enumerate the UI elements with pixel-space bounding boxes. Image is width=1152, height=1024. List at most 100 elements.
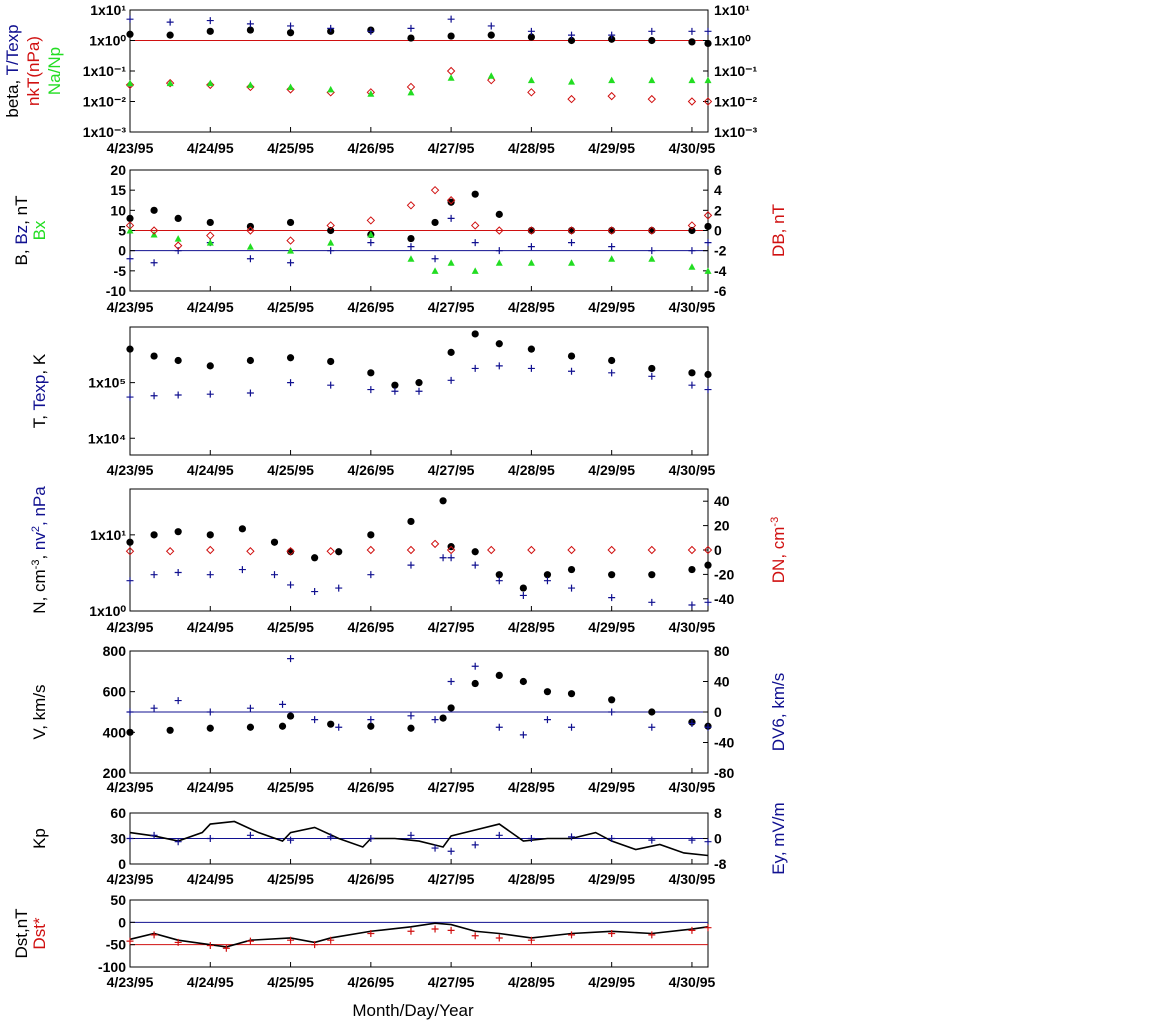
data-point: [415, 379, 423, 387]
data-point: [407, 831, 415, 839]
data-point: [246, 547, 255, 556]
data-point: [407, 517, 415, 526]
data-point: [407, 243, 415, 251]
series-t-texp: [126, 15, 712, 39]
y2-tick-label: -2: [714, 243, 727, 259]
y-tick-label: 600: [103, 684, 127, 700]
data-point: [246, 831, 254, 839]
data-point: [704, 27, 712, 35]
data-point: [327, 226, 335, 235]
y-tick-label: 1x10¹: [90, 2, 126, 18]
data-point: [367, 722, 375, 730]
x-tick-label: 4/28/95: [508, 619, 555, 635]
axis-label-part: ,: [30, 550, 49, 559]
y-tick-label: 400: [103, 724, 127, 740]
data-point: [495, 723, 503, 731]
data-point: [688, 381, 696, 389]
axis-label-part: B,: [12, 245, 31, 266]
data-point: [238, 525, 246, 533]
data-point: [704, 838, 712, 846]
x-tick-label: 4/27/95: [428, 779, 475, 795]
data-point: [446, 196, 456, 205]
data-point: [568, 239, 576, 247]
data-point: [407, 724, 415, 732]
x-tick-label: 4/25/95: [267, 140, 314, 156]
axis-label-part: , nPa: [30, 486, 49, 526]
data-point: [439, 554, 447, 562]
y2-tick-label: 40: [714, 493, 730, 509]
data-point: [543, 716, 551, 724]
series-v: [126, 671, 712, 736]
data-point: [648, 27, 656, 35]
y2-tick-label: 1x10⁰: [714, 33, 751, 49]
data-point: [126, 345, 134, 353]
data-point: [407, 34, 415, 42]
data-point: [687, 97, 697, 106]
series-dst-: [126, 924, 712, 952]
data-point: [704, 561, 712, 569]
axis-label-part: Na/Np: [45, 47, 64, 95]
data-point: [608, 356, 616, 365]
panel-p5: 200 400 600 800 -80 -40 0 40 80 4/23/95 4/24/95 4/2…: [30, 643, 788, 795]
data-point: [471, 561, 479, 569]
y2-tick-label: -6: [714, 283, 727, 299]
data-point: [287, 83, 295, 90]
y-tick-label: 20: [110, 162, 126, 178]
x-tick-label: 4/29/95: [588, 871, 635, 887]
data-point: [608, 255, 616, 262]
y2-tick-label: 0: [714, 223, 722, 239]
data-point: [703, 97, 713, 106]
data-point: [126, 79, 134, 87]
data-point: [174, 838, 182, 846]
y-tick-label: 15: [110, 182, 126, 198]
data-point: [568, 723, 576, 731]
series-nv2: [126, 554, 712, 609]
x-tick-label: 4/26/95: [347, 140, 394, 156]
data-point: [206, 942, 214, 950]
axis-label-part: V, km/s: [30, 684, 49, 739]
x-tick-label: 4/28/95: [508, 140, 555, 156]
series-texp: [126, 362, 712, 401]
axis-label-part: nv: [30, 532, 49, 550]
data-point: [327, 239, 335, 246]
data-point: [471, 239, 479, 247]
data-point: [608, 76, 616, 84]
x-tick-label: 4/30/95: [669, 871, 716, 887]
data-point: [527, 364, 535, 372]
data-point: [311, 588, 319, 596]
data-point: [519, 731, 527, 739]
data-point: [567, 690, 576, 698]
data-point: [568, 367, 576, 375]
data-point: [246, 389, 254, 397]
data-point: [246, 81, 254, 88]
data-point: [311, 716, 319, 724]
data-point: [246, 356, 255, 365]
data-point: [165, 547, 175, 556]
y2-tick-label: 8: [714, 805, 722, 821]
data-point: [311, 941, 319, 949]
y2-tick-label: 1x10¹: [714, 2, 750, 18]
data-point: [391, 381, 399, 389]
data-point: [688, 926, 696, 934]
data-point: [688, 719, 696, 727]
data-point: [447, 554, 455, 562]
y2-tick-label: -8: [714, 856, 727, 872]
x-tick-label: 4/29/95: [588, 619, 635, 635]
x-tick-label: 4/28/95: [508, 779, 555, 795]
x-tick-label: 4/29/95: [588, 462, 635, 478]
data-point: [648, 36, 656, 45]
data-point: [206, 708, 214, 716]
data-point: [246, 723, 255, 731]
y-tick-label: 30: [110, 831, 126, 847]
data-point: [327, 936, 335, 944]
x-tick-label: 4/24/95: [187, 140, 234, 156]
series-b: [126, 190, 712, 243]
data-point: [367, 369, 375, 377]
data-point: [704, 76, 712, 84]
y-axis-label-3: Na/Np: [45, 47, 64, 95]
data-point: [471, 841, 479, 849]
data-point: [431, 267, 439, 274]
data-point: [246, 26, 255, 34]
data-point: [519, 677, 527, 686]
data-point: [471, 662, 479, 670]
